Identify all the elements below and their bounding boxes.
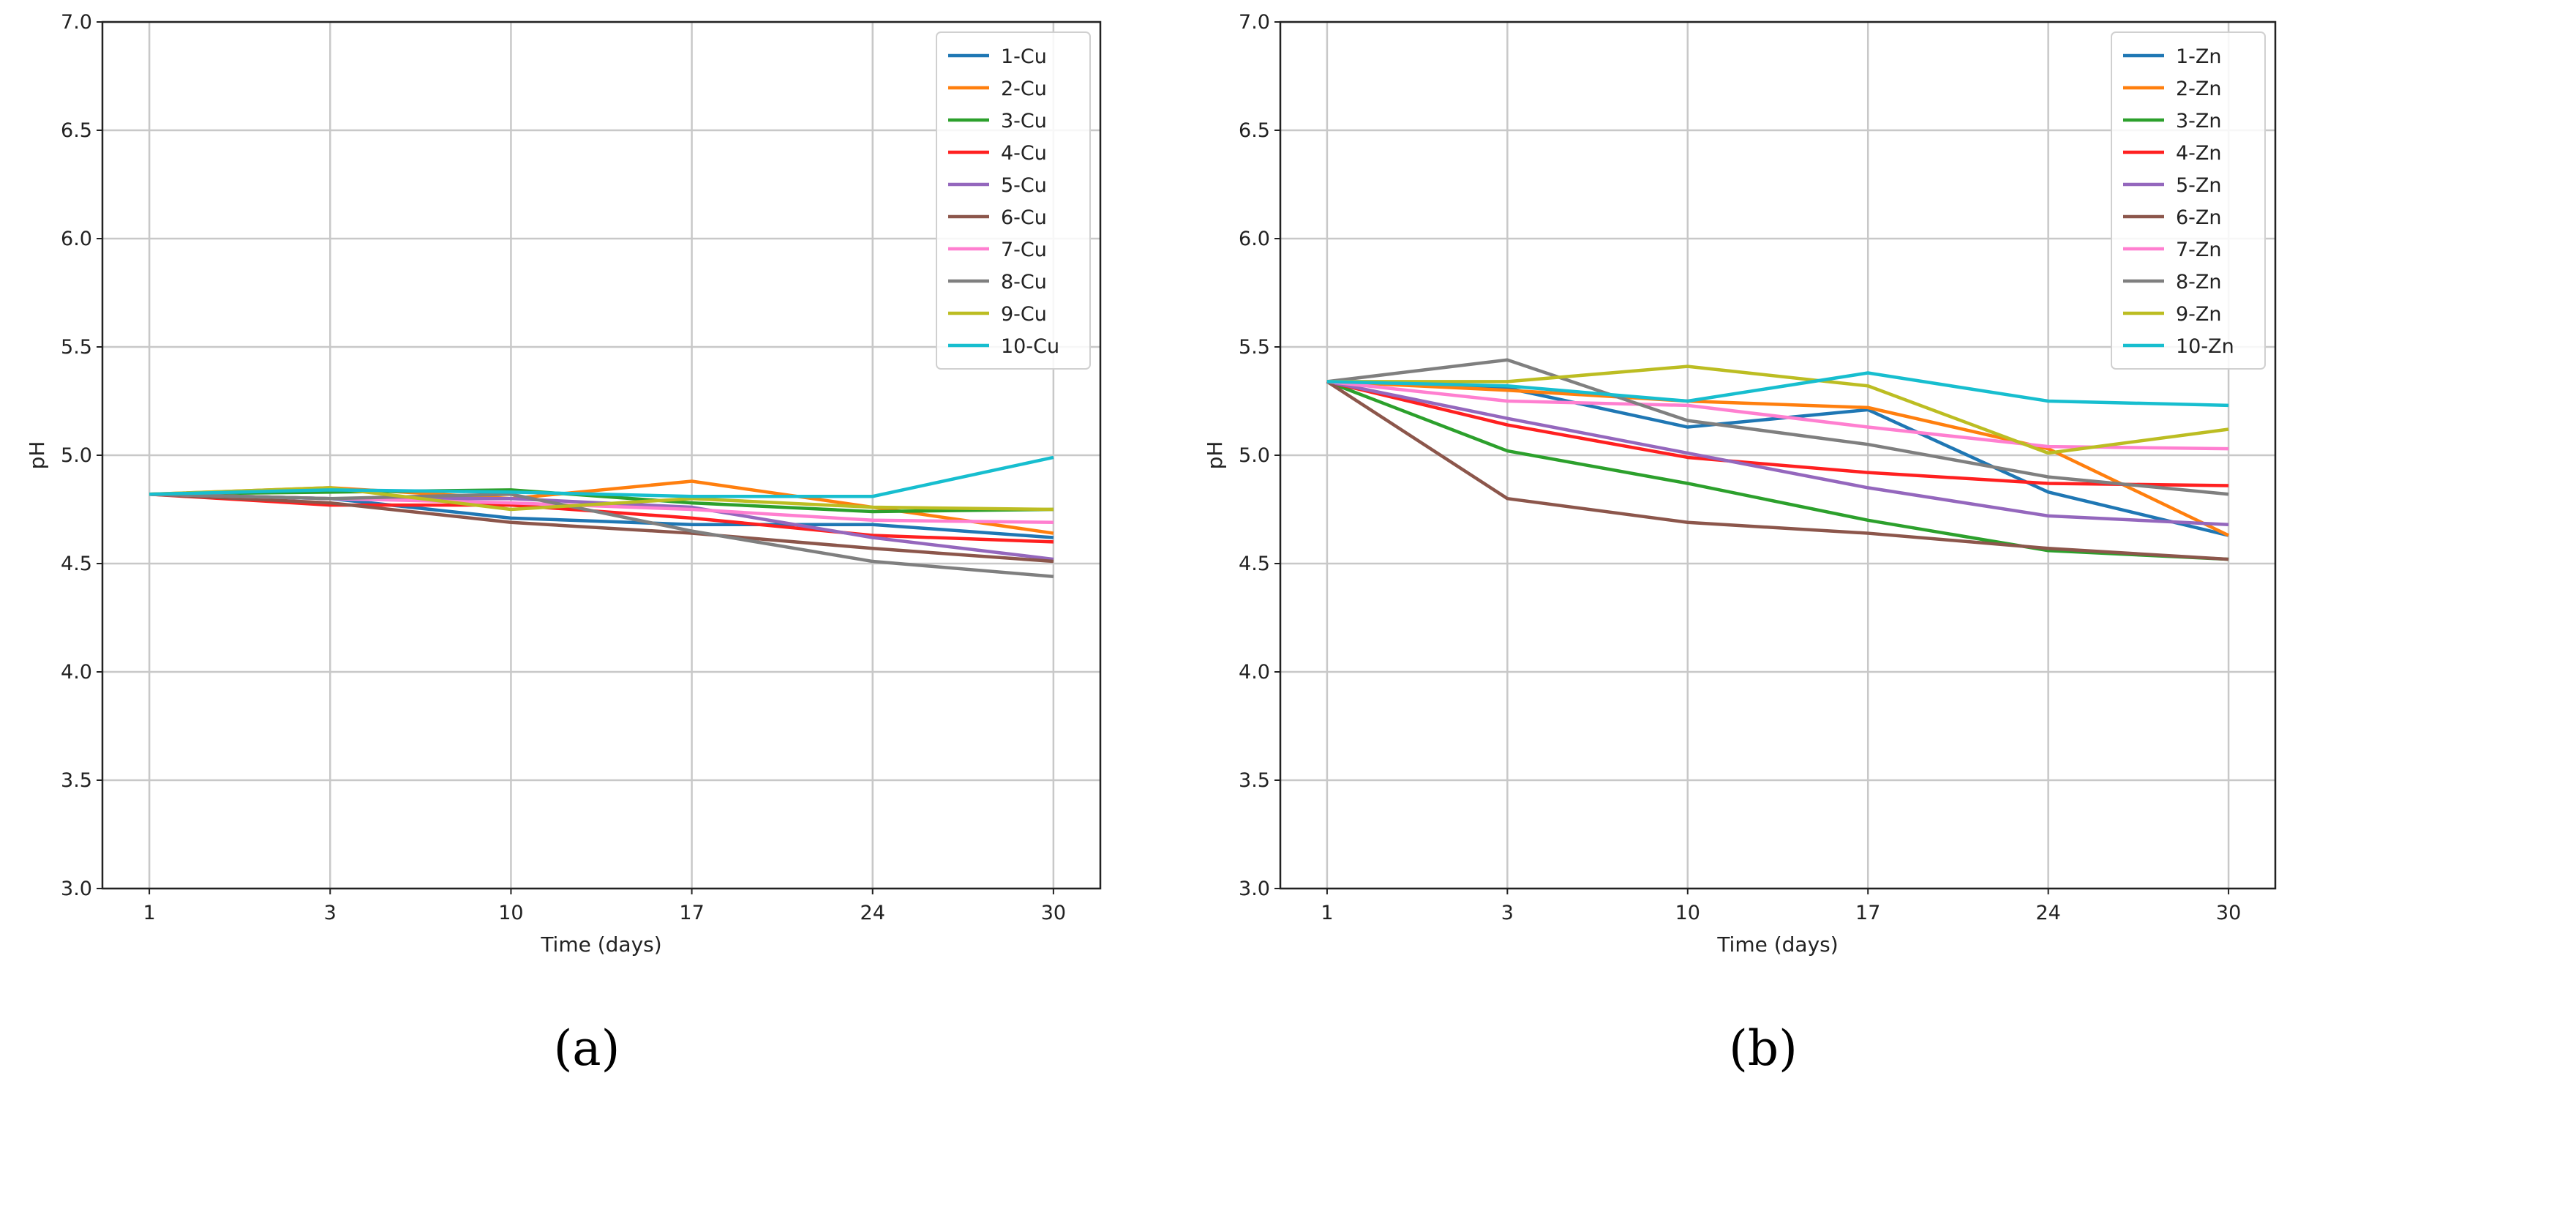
series-line-10-Cu	[149, 455, 1054, 498]
series-line-6-Cu	[149, 493, 1054, 564]
legend-label: 5-Zn	[2176, 174, 2222, 197]
x-tick-label: 10	[1675, 902, 1700, 924]
legend-label: 9-Cu	[1001, 303, 1047, 326]
y-axis-label: pH	[25, 441, 49, 470]
y-tick-label: 6.5	[61, 119, 92, 142]
series-line-9-Cu	[149, 486, 1054, 512]
legend-label: 1-Zn	[2176, 45, 2222, 68]
legend-label: 2-Cu	[1001, 78, 1047, 100]
panel-label: (b)	[1729, 1020, 1798, 1077]
y-tick-label: 6.0	[61, 228, 92, 250]
y-tick-label: 5.0	[1239, 444, 1270, 467]
legend-label: 7-Zn	[2176, 239, 2222, 261]
series-line-5-Zn	[1326, 380, 2229, 526]
legend-box	[2111, 31, 2266, 370]
x-tick-label: 17	[679, 902, 704, 924]
chart-panel-b: 3.0 3.5 4.0 4.5 5.0 5.5 6.0 6.5 7.0 1 3 10 17 24 30 Tim…	[1203, 11, 2277, 1077]
legend-label: 8-Zn	[2176, 271, 2222, 293]
y-tick-label: 7.0	[1239, 11, 1270, 34]
y-tick-label: 4.5	[61, 553, 92, 575]
series-line-6-Zn	[1326, 380, 2229, 561]
y-tick-label: 3.5	[1239, 769, 1270, 792]
y-axis-label: pH	[1203, 441, 1227, 470]
series-line-4-Zn	[1326, 380, 2229, 487]
legend-label: 3-Cu	[1001, 110, 1047, 132]
legend-label: 4-Zn	[2176, 142, 2222, 165]
y-tick-label: 4.5	[1239, 553, 1270, 575]
y-tick-label: 7.0	[61, 11, 92, 34]
series-line-3-Cu	[149, 488, 1054, 514]
legend: 1-Zn 2-Zn 3-Zn 4-Zn 5-Zn 6-Zn 7-Zn 8-Zn 9-Zn 10-Z…	[2111, 31, 2266, 370]
legend-label: 7-Cu	[1001, 239, 1047, 261]
x-tick-label: 3	[324, 902, 337, 924]
y-tick-label: 3.0	[1239, 878, 1270, 900]
series-line-8-Zn	[1326, 358, 2229, 496]
series-line-3-Zn	[1326, 380, 2229, 561]
legend-label: 6-Zn	[2176, 206, 2222, 229]
y-tick-label: 5.5	[61, 336, 92, 359]
legend-label: 3-Zn	[2176, 110, 2222, 132]
legend-label: 6-Cu	[1001, 206, 1047, 229]
legend-label: 1-Cu	[1001, 45, 1047, 68]
legend-label: 10-Zn	[2176, 335, 2234, 358]
series-line-9-Zn	[1326, 364, 2229, 455]
y-tick-label: 4.0	[1239, 661, 1270, 684]
x-axis-label: Time (days)	[1716, 932, 1838, 957]
y-tick-label: 3.5	[61, 769, 92, 792]
x-tick-label: 1	[1321, 902, 1333, 924]
series-line-8-Cu	[149, 493, 1054, 579]
x-tick-label: 30	[1041, 902, 1066, 924]
x-tick-label: 3	[1501, 902, 1514, 924]
x-tick-label: 24	[2035, 902, 2060, 924]
legend-label: 2-Zn	[2176, 78, 2222, 100]
x-tick-label: 24	[860, 902, 885, 924]
y-tick-label: 3.0	[61, 878, 92, 900]
chart-panel-a: 3.0 3.5 4.0 4.5 5.0 5.5 6.0 6.5 7.0 1 3 10 17 24 30 Tim…	[25, 11, 1102, 1077]
legend-label: 8-Cu	[1001, 271, 1047, 293]
x-tick-label: 30	[2216, 902, 2241, 924]
series-line-1-Zn	[1326, 380, 2229, 537]
legend-label: 9-Zn	[2176, 303, 2222, 326]
legend-label: 4-Cu	[1001, 142, 1047, 165]
legend-label: 5-Cu	[1001, 174, 1047, 197]
x-axis-label: Time (days)	[540, 932, 661, 957]
y-tick-label: 6.0	[1239, 228, 1270, 250]
y-tick-label: 6.5	[1239, 119, 1270, 142]
y-tick-label: 5.0	[61, 444, 92, 467]
panel-label: (a)	[554, 1020, 620, 1077]
series-line-2-Zn	[1326, 380, 2230, 537]
legend-label: 10-Cu	[1001, 335, 1059, 358]
series-line-7-Zn	[1326, 380, 2229, 451]
y-tick-label: 5.5	[1239, 336, 1270, 359]
x-tick-label: 1	[143, 902, 156, 924]
plot-frame	[1279, 20, 2277, 890]
legend-box	[936, 31, 1091, 370]
legend: 1-Cu 2-Cu 3-Cu 4-Cu 5-Cu 6-Cu 7-Cu 8-Cu 9-Cu 10-C…	[936, 31, 1091, 370]
series-line-10-Zn	[1326, 371, 2229, 408]
x-tick-label: 10	[498, 902, 523, 924]
y-tick-label: 4.0	[61, 661, 92, 684]
plot-frame	[101, 20, 1102, 890]
x-tick-label: 17	[1855, 902, 1880, 924]
